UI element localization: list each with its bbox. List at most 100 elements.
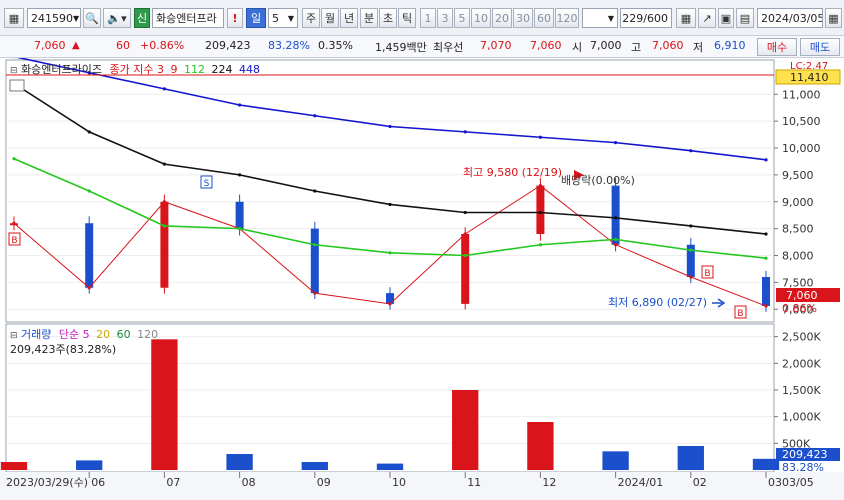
legend-vol-ma-5[interactable]: 5 [82,328,90,341]
signal-b-marker-right[interactable]: B [734,305,747,319]
sell-button[interactable]: 매도 [800,38,840,56]
search-icon[interactable]: 🔍 [83,8,101,28]
new-listing-badge: 신 [134,8,150,28]
alert-button[interactable]: ! [227,8,243,28]
volume-bar [76,460,103,470]
legend-ma-label[interactable]: 종가 지수 [109,63,154,76]
expand-icon[interactable]: ⊟ [10,66,18,76]
price-change: 60 [116,39,130,52]
candle-body [386,293,394,304]
marker-b-text: B [11,236,17,246]
bar-count-field[interactable]: 229/600 [620,8,672,28]
current-price: 7,060 [34,39,66,52]
legend-ma-3[interactable]: 3 [157,63,164,76]
sound-icon[interactable]: 🔈▾ [103,8,131,28]
period-day-button[interactable]: 일 [246,8,266,28]
interval-120-button[interactable]: 120 [555,8,579,28]
period-month-button[interactable]: 월 [321,8,339,28]
date-axis-label: 03 [768,476,782,489]
date-axis-label: 2024/01 [618,476,664,489]
interval-10-button[interactable]: 10 [471,8,491,28]
period-number-select[interactable]: 5 ▼ [268,8,298,28]
volume-bar [226,454,253,470]
expand-icon[interactable]: ⊟ [10,331,18,341]
series-point-종가 [463,232,467,236]
interval-30-button[interactable]: 30 [513,8,533,28]
period-year-button[interactable]: 년 [340,8,358,28]
series-point-종가 [12,221,16,225]
series-point-224 [463,210,467,215]
marker-b-text: B [704,269,710,279]
period-week-button[interactable]: 주 [302,8,320,28]
series-point-448 [388,124,392,129]
buy-button[interactable]: 매수 [757,38,797,56]
signal-b-marker-mid[interactable]: B [701,265,714,279]
legend-ma-224[interactable]: 224 [211,63,233,76]
volume-bar [602,451,629,470]
period-second-button[interactable]: 초 [379,8,397,28]
series-point-448 [764,158,768,162]
indicator-icon[interactable]: ▦ [676,8,696,28]
date-axis-start-label: 2023/03/29(수) [6,476,88,489]
series-point-224 [87,130,91,134]
legend-vol-ma-60[interactable]: 60 [116,328,131,341]
stock-chart-svg[interactable]: 11,000 10,500 10,000 9,500 9,000 8,500 8,000 7,… [0,58,844,500]
series-point-448 [313,114,317,118]
legend-vol-ma-20[interactable]: 20 [96,328,111,341]
candle-body [762,277,770,307]
open-label: 시 [572,41,583,54]
price-legend: ⊟ 화승엔터프라이즈 종가 지수 3 9 112 224 448 [10,61,260,77]
series-point-종가 [162,200,166,204]
period-number-value: 5 [272,11,279,25]
legend-stock-name[interactable]: 화승엔터프라이즈 [21,63,103,76]
date-axis-end-label: 03/05 [782,476,814,489]
current-pct-label: 0.86% [782,302,817,315]
high-arrow-icon [574,170,584,180]
signal-s-marker[interactable]: S [200,175,213,189]
interval-3-button[interactable]: 3 [437,8,453,28]
current-price-label: 7,060 [786,289,818,302]
low-arrow-icon [712,298,726,308]
interval-1-button[interactable]: 1 [420,8,436,28]
interval-60-button[interactable]: 60 [534,8,554,28]
drawing-tool-icon[interactable]: ↗ [698,8,716,28]
volume-axis-label: 2,500K [782,331,821,344]
series-point-112 [87,189,91,193]
date-field[interactable]: 2024/03/05 [757,8,823,28]
chart-area[interactable]: 11,000 10,500 10,000 9,500 9,000 8,500 8,000 7,… [0,58,844,500]
stock-name-field[interactable]: 화승엔터프라 [152,8,224,28]
current-volume-pct-label: 83.28% [782,461,824,474]
legend-ma-112[interactable]: 112 [184,63,205,76]
series-point-448 [463,130,467,134]
price-axis-label: 10,500 [782,115,821,128]
volume-bar [151,339,178,470]
signal-b-marker-left[interactable]: B [8,232,21,246]
legend-volume-ma-label[interactable]: 단순 [58,328,80,341]
print-icon[interactable]: ▤ [736,8,754,28]
period-tick-button[interactable]: 틱 [398,8,416,28]
legend-ma-9[interactable]: 9 [170,63,178,76]
series-point-종가 [689,275,693,279]
price-axis-label: 8,500 [782,223,814,236]
low-price: 6,910 [714,39,746,52]
series-point-112 [614,237,618,241]
marker-s-text: S [204,179,210,189]
series-point-112 [538,243,543,247]
legend-vol-ma-120[interactable]: 120 [137,328,159,341]
panel-settings-icon[interactable] [9,79,25,92]
save-icon[interactable]: ▣ [718,8,734,28]
volume-bar [0,462,28,470]
chart-menu-icon[interactable]: ▦ [4,8,24,28]
interval-5-button[interactable]: 5 [454,8,470,28]
high-price: 7,060 [652,39,684,52]
candle-body [160,201,169,288]
date-axis-label: 09 [317,476,331,489]
interval-custom-select[interactable]: ▼ [582,8,618,28]
stock-code-input[interactable]: 241590 ▼ [27,8,81,28]
interval-20-button[interactable]: 20 [492,8,512,28]
calendar-icon[interactable]: ▦ [825,8,842,28]
period-minute-button[interactable]: 분 [360,8,378,28]
legend-volume-title[interactable]: 거래량 [21,328,52,341]
series-point-448 [87,71,91,75]
legend-ma-448[interactable]: 448 [239,63,260,76]
